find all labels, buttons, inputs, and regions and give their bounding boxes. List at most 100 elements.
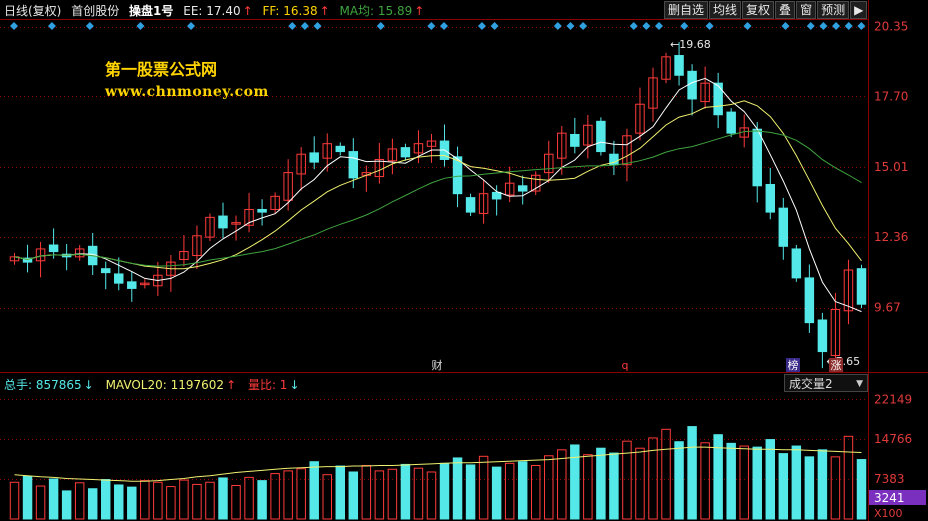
volume-bar-down [257,480,267,520]
diamond-marker-icon [642,22,651,30]
volume-bar-up [661,428,671,520]
candle-up [179,251,189,260]
volume-bar-down [491,466,502,520]
candle-down [309,152,319,163]
candle-up [140,282,150,286]
mavol-line [14,446,862,482]
volume-header: 总手: 857865 ↓ MAVOL20: 1197602 ↑ 量比: 1 ↓ [4,376,300,393]
volume-bar-up [166,486,176,520]
diamond-marker-icon [300,22,309,30]
candle-up [478,193,489,214]
rank-marker: 榜 [788,358,799,372]
diamond-marker-icon [819,22,828,30]
diamond-marker-icon [629,22,638,30]
diamond-marker-icon [705,22,714,30]
volume-bar-down [22,475,33,520]
volume-bar-up [635,447,645,520]
volume-bar-down [400,463,411,520]
volume-indicator-select[interactable]: 成交量2 ▼ [784,374,868,392]
rank-marker-bg [786,358,800,372]
volume-bar-up [583,454,593,520]
volume-bar-down [609,452,619,520]
diamond-marker-icon [440,22,448,30]
price-tick-label: 15.01 [874,160,908,174]
indicator-name[interactable]: 操盘1号 [129,4,174,18]
candle-up [74,248,85,258]
next-arrow-icon[interactable]: ▶ [850,1,868,19]
toolbar: 删自选 均线 复权 叠 窗 预测 ▶ [664,1,868,19]
diamond-marker-icon [781,22,790,30]
candle-down [596,120,606,153]
candle-up [661,56,671,80]
q-marker: q [622,359,629,372]
volume-bar-up [296,468,306,520]
volume-bar-up [179,479,189,520]
volume-bar-up [648,437,658,520]
volume-bar-up [205,481,215,520]
price-tick-label: 12.36 [874,230,908,244]
volume-tick-label: 7383 [874,472,905,486]
candle-down [674,55,684,76]
candle-down [765,183,776,213]
diamond-marker-icon [477,22,486,30]
volume-bar-down [817,449,828,520]
overlay-button[interactable]: 叠 [775,1,796,19]
stock-name: 首创股份 [71,4,120,18]
volume-bar-up [322,474,332,520]
volume-bar-up [700,442,710,520]
volume-bar-down [87,488,98,520]
volume-bar-down [100,479,111,520]
diamond-marker-icon [10,22,18,30]
volume-bar-up [192,483,202,520]
price-tick-label: 20.35 [874,20,908,34]
candle-up [35,248,46,262]
candle-down [452,156,463,195]
diamond-marker-icon [313,22,322,30]
candle-down [400,147,411,158]
volume-bar-up [843,435,854,520]
volume-bar-up [74,482,85,520]
diamond-marker-icon [85,22,94,30]
candle-up [635,103,645,134]
volume-ratio: 量比: 1 [247,378,288,392]
adjust-button[interactable]: 复权 [742,1,775,19]
candle-down [752,128,762,187]
forecast-button[interactable]: 预测 [817,1,850,19]
watermark-title: 第一股票公式网 [105,60,218,79]
volume-bar-down [687,426,697,520]
high-price-label: ←19.68 [670,38,711,51]
ma-button[interactable]: 均线 [709,1,742,19]
chevron-down-icon: ▼ [856,379,863,389]
window-button[interactable]: 窗 [796,1,817,19]
candle-down [856,268,867,305]
volume-bar-down [61,490,72,520]
volume-axis: 22149 14766 7383 3241 X100 [869,392,926,520]
volume-bar-down [465,464,476,520]
candle-down [517,185,528,192]
ee-arrow: ↑ [242,4,253,18]
candle-down [127,281,137,289]
candle-up [296,153,306,175]
candle-down [817,319,828,353]
candle-up [231,222,241,225]
remove-watchlist-button[interactable]: 删自选 [664,1,709,19]
volume-bar-down [856,459,867,520]
diamond-marker-icon [680,22,689,30]
candle-up [205,216,215,238]
volume-bar-down [114,484,124,520]
diamond-marker-icon [136,22,145,30]
candle-down [791,248,802,279]
diamond-marker-icon [490,22,499,30]
candle-up [648,77,658,109]
ma-mid-line [14,100,862,270]
candle-up [700,82,710,103]
total-volume: 总手: 857865 [4,378,82,392]
volume-indicator-label: 成交量2 [789,377,833,391]
ff-value: FF: 16.38 [262,4,318,18]
volume-bar-down [335,465,346,520]
diamond-marker-icon [566,22,575,30]
mavol-value: MAVOL20: 1197602 [105,378,225,392]
period-label[interactable]: 日线(复权) [4,4,62,18]
